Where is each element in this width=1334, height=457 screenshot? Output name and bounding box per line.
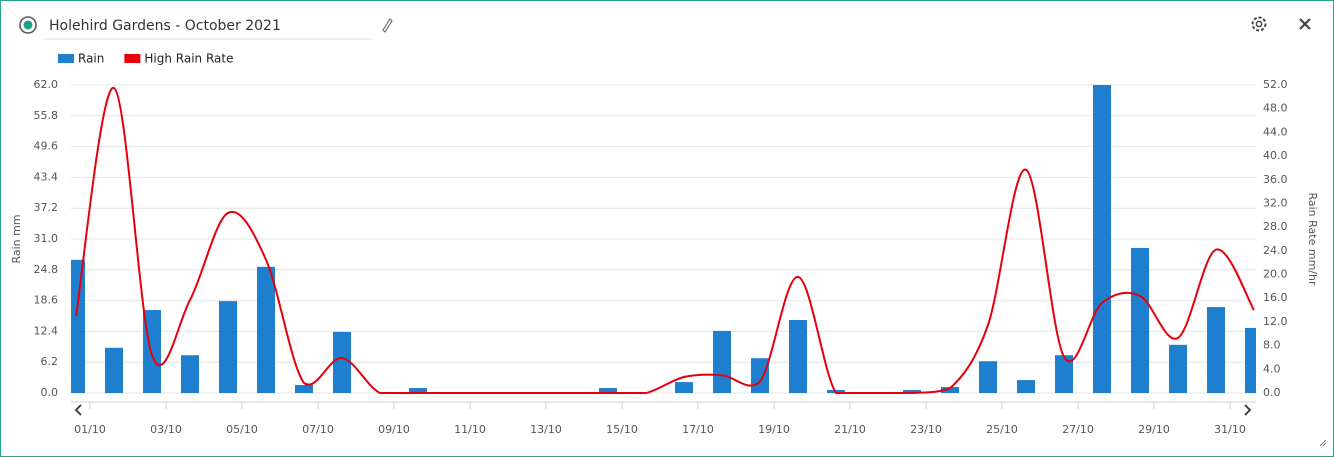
settings-icon[interactable] [1251,16,1267,32]
bar [789,319,807,393]
x-tick-label: 07/10 [302,423,334,436]
x-tick-label: 09/10 [378,423,410,436]
bar [71,259,85,393]
x-tick-label: 01/10 [74,423,106,436]
bar [941,387,959,393]
y2-tick-label: 12.0 [1263,315,1288,328]
bar [1245,327,1256,393]
x-tick-label: 23/10 [910,423,942,436]
y2-tick-label: 44.0 [1263,125,1288,138]
x-tick-label: 21/10 [834,423,866,436]
y-tick-label: 18.6 [34,294,59,307]
x-tick-label: 27/10 [1062,423,1094,436]
plot-area [71,85,1256,394]
bar [599,388,617,393]
y2-tick-label: 20.0 [1263,268,1288,281]
y-tick-label: 43.4 [34,170,59,183]
bar [675,382,693,393]
y2-tick-label: 0.0 [1263,386,1281,399]
bar [181,355,199,393]
bar [1017,380,1035,393]
x-tick-label: 03/10 [150,423,182,436]
bar [333,331,351,393]
y2-tick-label: 28.0 [1263,220,1288,233]
edit-icon[interactable] [382,18,393,33]
bar [105,347,123,393]
bar [257,266,275,393]
legend-swatch [124,54,141,63]
x-tick-label: 13/10 [530,423,562,436]
bar [1207,307,1225,393]
legend-label: High Rain Rate [144,52,233,66]
y2-tick-label: 52.0 [1263,78,1288,91]
y2-tick-label: 40.0 [1263,149,1288,162]
bar [1055,355,1073,393]
y-tick-label: 24.8 [34,263,59,276]
y-tick-label: 12.4 [34,324,59,337]
y-tick-label: 49.6 [34,140,59,153]
close-icon[interactable] [1299,18,1311,30]
status-dot [23,20,33,30]
legend-label: Rain [78,52,104,66]
x-tick-label: 05/10 [226,423,258,436]
y-tick-label: 55.8 [34,109,59,122]
y2-tick-label: 4.0 [1263,362,1281,375]
chart-title: Holehird Gardens - October 2021 [49,18,281,34]
status-icon[interactable] [19,16,37,34]
bar [713,330,731,393]
y2-tick-label: 32.0 [1263,196,1288,209]
line-series [75,86,1255,394]
x-tick-label: 29/10 [1138,423,1170,436]
bar [903,390,921,393]
bar [979,361,997,393]
bar [1169,344,1187,393]
y2-tick-label: 48.0 [1263,102,1288,115]
y-tick-label: 62.0 [34,78,59,91]
y-tick-label: 0.0 [41,386,59,399]
x-tick-label: 31/10 [1214,423,1246,436]
x-tick-label: 17/10 [682,423,714,436]
y-tick-label: 37.2 [34,201,59,214]
bar [1131,247,1149,393]
y-tick-label: 6.2 [41,355,59,368]
resize-handle [1319,439,1327,447]
y-tick-label: 31.0 [34,232,59,245]
x-tick-label: 25/10 [986,423,1018,436]
x-tick-label: 11/10 [454,423,486,436]
x-tick-label: 15/10 [606,423,638,436]
bar [1093,85,1111,393]
x-tick-label: 19/10 [758,423,790,436]
y-axis-title: Rain mm [10,214,23,263]
bar [751,358,769,393]
legend-swatch [58,54,74,63]
y2-tick-label: 24.0 [1263,244,1288,257]
scroll-left[interactable] [74,404,82,416]
bar [219,301,237,393]
y2-tick-label: 8.0 [1263,339,1281,352]
y2-tick-label: 16.0 [1263,291,1288,304]
scroll-right[interactable] [1244,404,1252,416]
bar [409,388,427,393]
bar [295,385,313,393]
y2-tick-label: 36.0 [1263,173,1288,186]
y2-axis-title: Rain Rate mm/hr [1306,192,1319,285]
